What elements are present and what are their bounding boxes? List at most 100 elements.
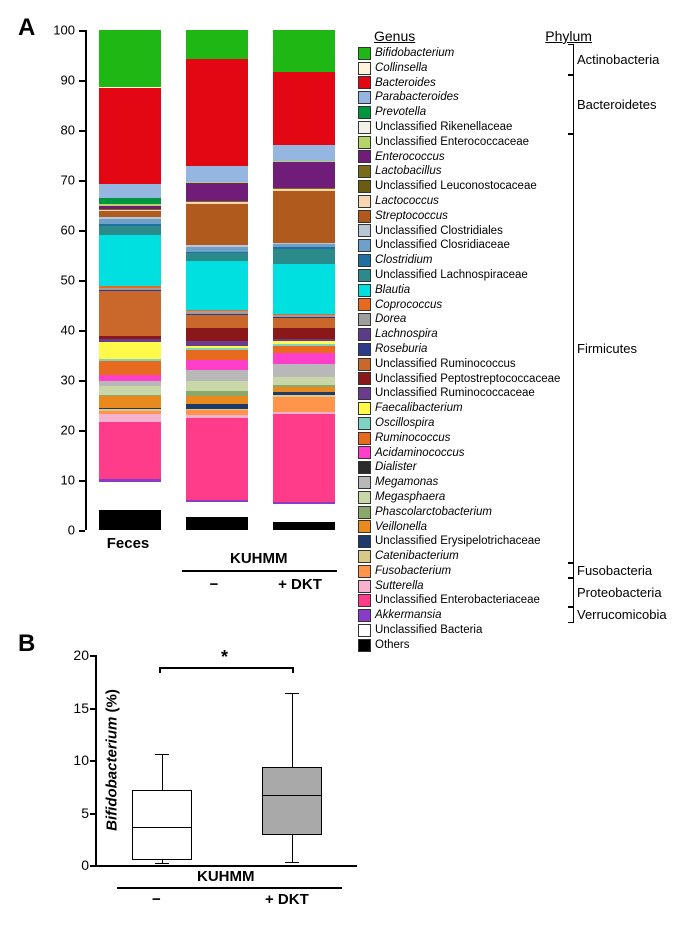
legend-label: Catenibacterium (375, 549, 459, 564)
phylum-bracket (568, 606, 574, 623)
legend-label: Streptococcus (375, 209, 448, 224)
xlabel-b-minus: − (152, 891, 161, 908)
ytick-label: 0 (81, 857, 89, 873)
ytick-label: 100 (53, 23, 75, 38)
legend-swatch (358, 343, 371, 356)
legend-label: Unclassified Erysipelotrichaceae (375, 534, 541, 549)
ytick (79, 480, 85, 483)
legend-label: Phascolarctobacterium (375, 505, 492, 520)
legend-label: Lactobacillus (375, 164, 441, 179)
phylum-group: Proteobacteria (568, 578, 662, 608)
bar-segment (273, 30, 335, 72)
bar-segment (99, 510, 161, 530)
bar-segment (186, 396, 248, 404)
legend-swatch (358, 535, 371, 548)
bar-segment (273, 162, 335, 188)
legend-swatch (358, 180, 371, 193)
legend-swatch (358, 195, 371, 208)
y-axis-label-b: Bifidobacterium (%) (103, 689, 120, 831)
legend-label: Akkermansia (375, 608, 441, 623)
phylum-label: Fusobacteria (577, 563, 652, 578)
legend-label: Roseburia (375, 342, 427, 357)
bar-segment (273, 504, 335, 522)
bar-segment (273, 328, 335, 338)
legend-label: Fusobacterium (375, 564, 451, 579)
panel-a: A Relative abundance (%) 010203040506070… (10, 10, 685, 630)
ytick (79, 530, 85, 533)
ytick-label: 5 (81, 805, 89, 821)
boxplot (262, 655, 322, 865)
legend-label: Clostridium (375, 253, 433, 268)
group-label-b: KUHMM (197, 868, 255, 885)
legend-swatch (358, 62, 371, 75)
phylum-label: Bacteroidetes (577, 97, 657, 112)
phylum-group: Fusobacteria (568, 563, 652, 578)
bar-segment (186, 370, 248, 380)
ytick-label: 70 (61, 173, 75, 188)
legend: Genus Phylum BifidobacteriumCollinsellaB… (358, 28, 685, 653)
legend-swatch (358, 609, 371, 622)
legend-swatch (358, 254, 371, 267)
panel-a-label: A (18, 14, 35, 42)
phylum-group: Firmicutes (568, 134, 637, 563)
phylum-bracket (568, 577, 574, 609)
legend-label: Unclassified Peptostreptococcaceae (375, 372, 560, 387)
bar-segment (273, 264, 335, 314)
legend-label: Unclassified Ruminococcaceae (375, 386, 535, 401)
group-underline (182, 570, 337, 572)
legend-swatch (358, 358, 371, 371)
legend-label: Lactococcus (375, 194, 439, 209)
legend-swatch (358, 432, 371, 445)
legend-swatch (358, 387, 371, 400)
stacked-bar (186, 30, 248, 530)
phylum-label: Actinobacteria (577, 52, 659, 67)
legend-label: Dorea (375, 312, 406, 327)
legend-label: Megamonas (375, 475, 438, 490)
bar-segment (186, 328, 248, 341)
legend-swatch (358, 106, 371, 119)
legend-label: Unclassified Enterococcaceae (375, 135, 529, 150)
ytick-label: 90 (61, 73, 75, 88)
legend-label: Oscillospira (375, 416, 434, 431)
ytick (90, 655, 97, 657)
legend-swatch (358, 91, 371, 104)
bar-segment (273, 414, 335, 503)
legend-header-phylum: Phylum (545, 28, 592, 44)
bar-segment (99, 396, 161, 407)
bar-segment (99, 361, 161, 375)
panel-b-label: B (18, 630, 35, 658)
phylum-label: Firmicutes (577, 341, 637, 356)
legend-swatch (358, 372, 371, 385)
legend-label: Enterococcus (375, 150, 445, 165)
legend-label: Prevotella (375, 105, 426, 120)
ytick-label: 15 (73, 700, 89, 716)
phylum-bracket (568, 44, 574, 76)
group-label-kuhmm: KUHMM (230, 550, 288, 567)
legend-swatch (358, 239, 371, 252)
bar-segment (99, 226, 161, 234)
legend-label: Parabacteroides (375, 90, 459, 105)
ytick (79, 30, 85, 33)
bar-segment (99, 422, 161, 479)
legend-header-genus: Genus (374, 28, 415, 44)
bar-segment (186, 166, 248, 181)
bar-segment (99, 30, 161, 87)
ytick-label: 10 (73, 752, 89, 768)
panel-b: B Bifidobacterium (%) 05101520 * − + DKT… (10, 630, 685, 940)
bar-segment (186, 204, 248, 245)
ytick (90, 760, 97, 762)
legend-swatch (358, 76, 371, 89)
xlabel-minus: − (199, 576, 229, 593)
legend-swatch (358, 491, 371, 504)
bar-segment (186, 183, 248, 201)
bar-segment (186, 350, 248, 360)
ytick-label: 10 (61, 473, 75, 488)
ytick (79, 230, 85, 233)
bar-segment (186, 360, 248, 370)
xlabel-feces: Feces (93, 535, 163, 552)
legend-label: Lachnospira (375, 327, 438, 342)
legend-swatch (358, 580, 371, 593)
ytick (90, 865, 97, 867)
ytick-label: 20 (73, 647, 89, 663)
legend-swatch (358, 476, 371, 489)
